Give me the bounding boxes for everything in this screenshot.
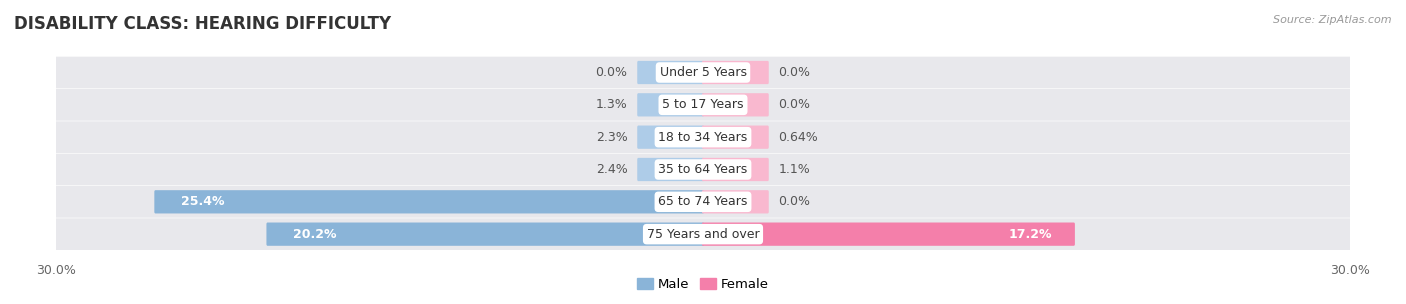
FancyBboxPatch shape xyxy=(702,158,769,181)
Text: 35 to 64 Years: 35 to 64 Years xyxy=(658,163,748,176)
FancyBboxPatch shape xyxy=(637,61,704,84)
Text: 1.3%: 1.3% xyxy=(596,98,627,111)
FancyBboxPatch shape xyxy=(702,61,769,84)
FancyBboxPatch shape xyxy=(702,126,769,149)
FancyBboxPatch shape xyxy=(48,154,1358,185)
FancyBboxPatch shape xyxy=(702,190,769,213)
FancyBboxPatch shape xyxy=(637,126,704,149)
Text: 20.2%: 20.2% xyxy=(294,228,337,241)
FancyBboxPatch shape xyxy=(48,218,1358,250)
Text: 25.4%: 25.4% xyxy=(181,195,225,208)
Text: 1.1%: 1.1% xyxy=(779,163,810,176)
Text: 0.0%: 0.0% xyxy=(779,195,810,208)
FancyBboxPatch shape xyxy=(267,223,704,246)
Text: 18 to 34 Years: 18 to 34 Years xyxy=(658,131,748,144)
FancyBboxPatch shape xyxy=(702,93,769,116)
Text: 17.2%: 17.2% xyxy=(1008,228,1052,241)
Text: Source: ZipAtlas.com: Source: ZipAtlas.com xyxy=(1274,15,1392,25)
FancyBboxPatch shape xyxy=(702,223,1074,246)
Text: 0.0%: 0.0% xyxy=(596,66,627,79)
Text: 5 to 17 Years: 5 to 17 Years xyxy=(662,98,744,111)
Text: 2.3%: 2.3% xyxy=(596,131,627,144)
Text: 65 to 74 Years: 65 to 74 Years xyxy=(658,195,748,208)
FancyBboxPatch shape xyxy=(48,121,1358,153)
Text: 0.0%: 0.0% xyxy=(779,66,810,79)
FancyBboxPatch shape xyxy=(48,89,1358,121)
Text: Under 5 Years: Under 5 Years xyxy=(659,66,747,79)
FancyBboxPatch shape xyxy=(155,190,704,213)
Legend: Male, Female: Male, Female xyxy=(631,273,775,297)
FancyBboxPatch shape xyxy=(637,93,704,116)
FancyBboxPatch shape xyxy=(637,158,704,181)
Text: 0.64%: 0.64% xyxy=(779,131,818,144)
FancyBboxPatch shape xyxy=(48,57,1358,88)
FancyBboxPatch shape xyxy=(48,186,1358,218)
Text: 75 Years and over: 75 Years and over xyxy=(647,228,759,241)
Text: DISABILITY CLASS: HEARING DIFFICULTY: DISABILITY CLASS: HEARING DIFFICULTY xyxy=(14,15,391,33)
Text: 2.4%: 2.4% xyxy=(596,163,627,176)
Text: 0.0%: 0.0% xyxy=(779,98,810,111)
